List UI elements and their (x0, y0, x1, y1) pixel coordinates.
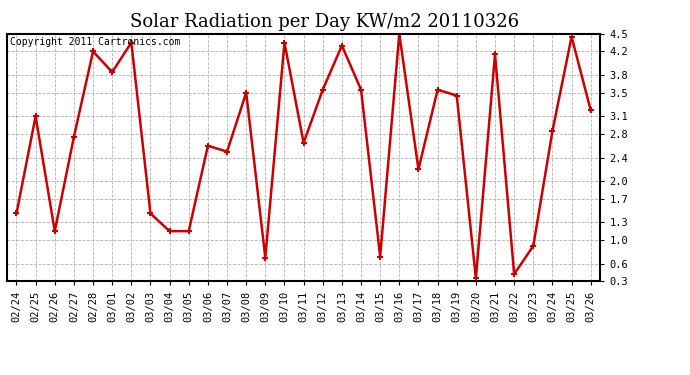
Text: Copyright 2011 Cartronics.com: Copyright 2011 Cartronics.com (10, 38, 180, 48)
Text: Solar Radiation per Day KW/m2 20110326: Solar Radiation per Day KW/m2 20110326 (130, 13, 519, 31)
